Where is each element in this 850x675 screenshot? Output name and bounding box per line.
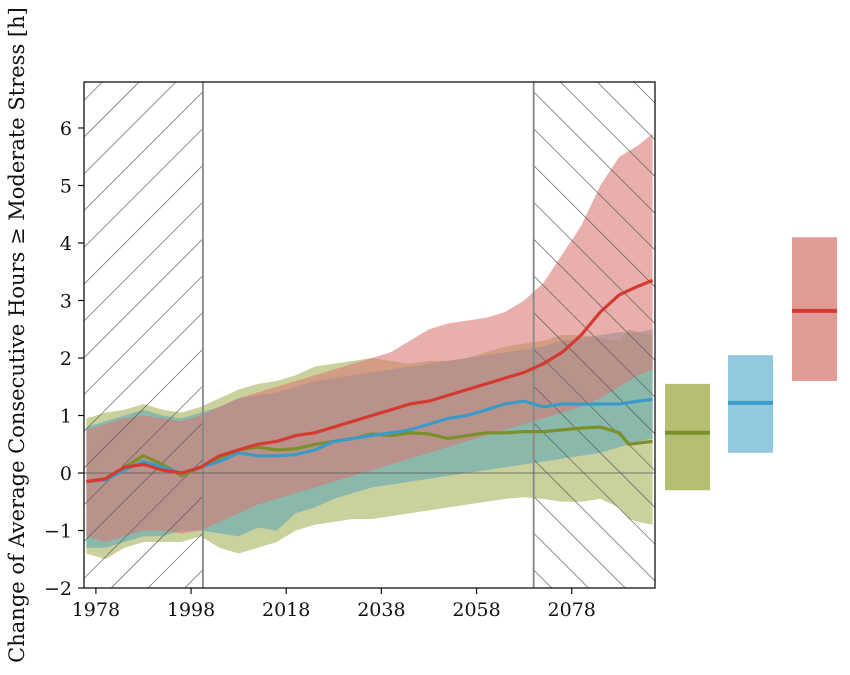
y-axis-label: Change of Average Consecutive Hours ≥ Mo… [5,7,29,663]
y-tick-label: 2 [60,348,72,370]
summary-boxes [665,237,837,491]
hatched-period-0 [84,82,203,588]
y-tick-label: −2 [44,578,72,600]
x-tick-label: 1978 [72,599,120,621]
series-lines [86,278,654,484]
plot-frame [83,81,656,589]
uncertainty-bands [86,133,653,560]
x-tick-label: 2018 [262,599,310,621]
y-tick-label: 6 [60,118,72,140]
y-tick-label: 1 [60,406,72,428]
axes-frame [83,81,656,589]
x-tick-label: 2058 [452,599,500,621]
y-tick-label: 5 [60,176,72,198]
hatched-period-1 [533,82,655,588]
y-tick-label: 4 [60,233,72,255]
x-tick-label: 1998 [167,599,215,621]
x-tick-label: 2078 [548,599,596,621]
x-axis: 1978 1998 2018 2038 2058 2078 [72,588,596,621]
hatched-periods [84,82,655,588]
summary-box-0 [665,383,710,491]
x-tick-label: 2038 [357,599,405,621]
series-line-2 [86,278,654,484]
y-tick-label: 0 [60,463,72,485]
band-series-2 [86,133,653,543]
y-axis: −2 −1 0 1 2 3 4 5 6 [44,118,84,600]
y-tick-label: 3 [60,291,72,313]
y-tick-label: −1 [44,521,72,543]
